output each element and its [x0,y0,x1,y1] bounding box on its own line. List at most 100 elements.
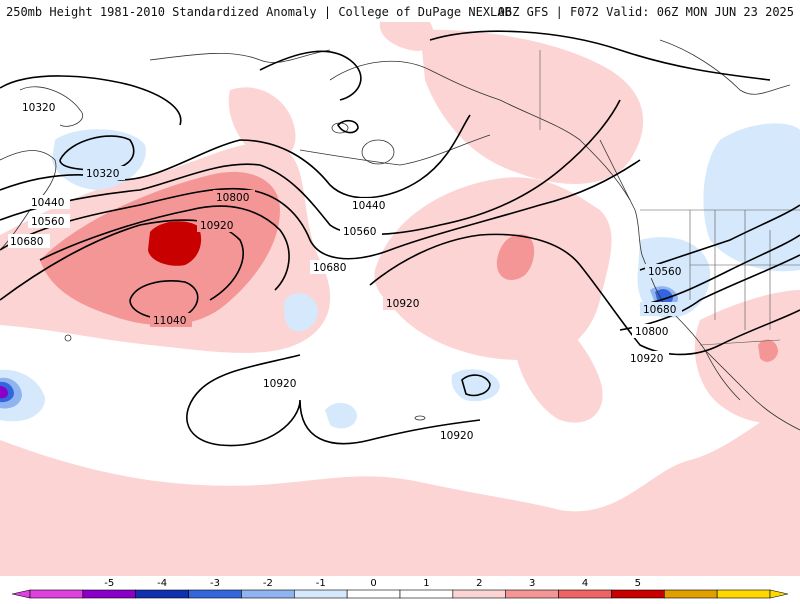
colorbar-tick-label: -1 [316,578,326,589]
height-contours [0,30,800,447]
contour-10560-west [0,99,621,236]
colorbar-tick-label: -2 [263,578,273,589]
colorbar-tick-label: 4 [582,578,588,589]
political-boundaries [539,50,800,346]
contour-11040 [129,280,199,320]
colorbar-segment [505,589,559,599]
coastline-asia [0,150,57,251]
contour-label: 10560 [31,216,64,228]
colorbar-segment [558,589,612,599]
contour-10800-east [619,254,800,331]
anomaly-neg-hawaii [451,369,500,402]
colorbar: -5 -4 -3 -2 -1 0 1 2 3 4 5 [0,576,800,600]
positive-anomaly-fill-3 [148,221,202,266]
coastline-hudson [659,39,791,95]
contour-small-loop [337,119,359,134]
contour-label: 10920 [386,298,419,310]
contour-label: 10440 [31,197,64,209]
coastlines [0,39,800,431]
contour-label: 10320 [22,102,55,114]
model-run-info: 06Z GFS | F072 Valid: 06Z MON JUN 23 202… [497,5,794,19]
colorbar-segment [452,589,507,599]
anomaly-neg-mid-pacific [283,293,318,332]
contour-10440-north [429,30,771,81]
negative-anomaly-fill-5 [0,386,8,399]
colorbar-tick-label: 0 [370,578,376,589]
contour-label: 10800 [635,326,668,338]
contour-labels: 10320 10320 10440 10440 10560 10560 1056… [8,100,687,442]
colorbar-segment [716,589,771,599]
anomaly-pos3-core [148,221,202,266]
state-lines [689,210,800,330]
island-small-1 [64,334,72,342]
colorbar-tick-label: 1 [423,578,429,589]
contour-10320-west [0,75,182,126]
contour-label: 10920 [200,220,233,232]
contour-10680-west [0,159,641,260]
colorbar-tick-label: -4 [157,578,167,589]
anomaly-pos2-mexico [758,339,778,362]
colorbar-segment [346,589,401,599]
anomaly-pos2-central [496,234,535,280]
contour-label: 10440 [352,200,385,212]
colorbar-segment [29,589,84,599]
colorbar-tick-label: -5 [104,578,114,589]
contour-hawaii-loop [461,374,491,397]
colorbar-left-arrow [11,589,31,599]
colorbar-tick-label: 3 [529,578,535,589]
colorbar-segment [611,589,665,599]
colorbar-segment [663,589,718,599]
contour-10800 [39,205,290,291]
contour-label: 10680 [313,262,346,274]
contour-label: 10560 [648,266,681,278]
colorbar-segment [293,589,348,599]
coastline-us-west [641,254,741,401]
contour-10920-central [369,233,800,356]
contour-north-loop [259,50,362,101]
anomaly-neg-canada [703,123,800,272]
colorbar-right-arrow [769,589,789,599]
island-small-3 [361,139,395,165]
contour-10560-east [639,204,800,271]
anomaly-map: 10320 10320 10440 10440 10560 10560 1056… [0,22,800,576]
contour-label: 10920 [440,430,473,442]
coastline-alaska [329,60,631,201]
anomaly-pos-aleutian-north [228,87,296,161]
border-us-mexico [699,339,781,346]
colorbar-segment [188,589,242,599]
map-title: 250mb Height 1981-2010 Standardized Anom… [6,5,512,19]
anomaly-pos-south-band [0,400,800,576]
contour-label: 10920 [263,378,296,390]
colorbar-segment [241,589,295,599]
coastline-mexico [704,349,800,431]
anomaly-neg5-west-edge [0,386,8,399]
coastline-kamchatka [19,86,83,127]
anomaly-pos-top-center [379,22,434,51]
contour-label: 10920 [630,353,663,365]
anomaly-pos-southwest-us [694,290,800,424]
colorbar-segment [135,589,189,599]
anomaly-pos-east-pacific [515,300,603,423]
coastline-bc-coast [599,139,643,256]
colorbar-tick-label: 2 [476,578,482,589]
contour-label: 11040 [153,315,186,327]
colorbar-segment [82,589,137,599]
coastline-siberia [149,49,331,63]
colorbar-segment [399,589,454,599]
colorbar-tick-label: 5 [635,578,641,589]
contour-10320-kamchatka [59,135,135,171]
contour-10680-east [639,234,800,306]
header: 250mb Height 1981-2010 Standardized Anom… [0,0,800,22]
contour-10920-south [186,354,481,447]
contour-label: 10320 [86,168,119,180]
anomaly-neg-south-center [325,402,357,429]
island-hawaii [414,415,426,421]
anomaly-pos-central-pacific [374,177,612,360]
coastline-aleutians [299,134,491,166]
contour-label: 10560 [343,226,376,238]
contour-label: 10680 [10,236,43,248]
contour-label: 10800 [216,192,249,204]
contour-10920-west [0,219,244,301]
contour-label: 10680 [643,304,676,316]
colorbar-tick-label: -3 [210,578,220,589]
